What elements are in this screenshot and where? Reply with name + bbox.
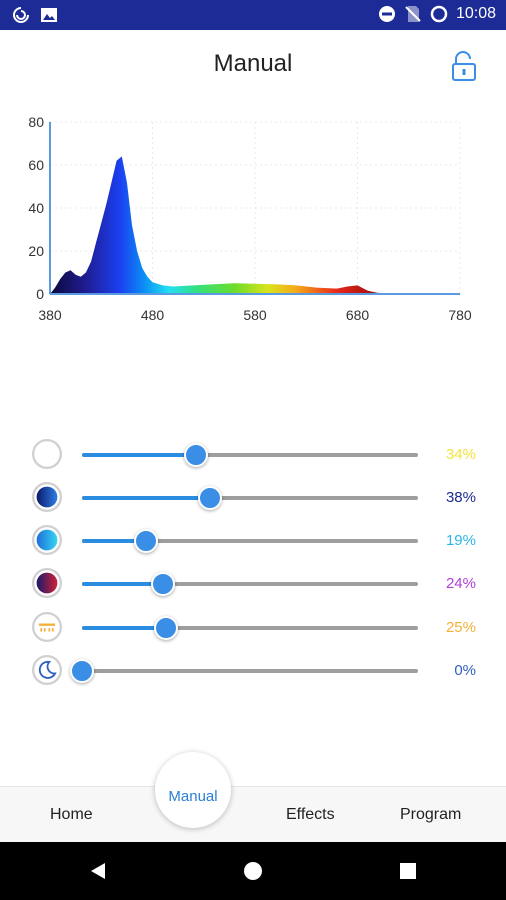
circle-icon — [430, 5, 448, 23]
slider-value-royal-blue: 38% — [445, 489, 476, 506]
slider-thumb-violet[interactable] — [150, 572, 175, 596]
x-tick-label: 580 — [243, 307, 267, 323]
back-icon[interactable] — [88, 861, 108, 881]
violet-channel-icon[interactable] — [32, 568, 62, 598]
warm-channel-icon[interactable] — [32, 612, 62, 642]
nav-manual-button[interactable]: Manual — [155, 752, 231, 828]
slider-track-white[interactable] — [82, 443, 418, 467]
x-tick-label: 780 — [448, 307, 472, 323]
slider-row-warm: 25% — [0, 608, 506, 648]
sync-icon — [13, 7, 29, 23]
slider-track-warm[interactable] — [82, 616, 418, 640]
nav-program[interactable]: Program — [400, 806, 462, 823]
unlock-icon[interactable] — [450, 50, 478, 82]
y-tick-label: 0 — [36, 286, 44, 302]
slider-row-cyan: 19% — [0, 521, 506, 561]
slider-thumb-royal-blue[interactable] — [197, 486, 222, 510]
slider-track-moon[interactable] — [70, 659, 418, 683]
slider-fill — [82, 626, 166, 630]
slider-track-cyan[interactable] — [82, 529, 418, 553]
slider-row-moon: 0% — [0, 651, 506, 691]
royal-blue-channel-icon[interactable] — [32, 482, 62, 512]
slider-value-white: 34% — [445, 446, 476, 463]
nav-home[interactable]: Home — [50, 806, 93, 823]
slider-value-violet: 24% — [445, 575, 476, 592]
x-tick-label: 680 — [346, 307, 370, 323]
home-icon[interactable] — [243, 861, 263, 881]
slider-fill — [82, 453, 197, 457]
slider-fill — [82, 582, 163, 586]
cyan-channel-icon[interactable] — [32, 525, 62, 555]
slider-fill — [82, 496, 210, 500]
x-tick-label: 480 — [141, 307, 165, 323]
slider-thumb-cyan[interactable] — [133, 529, 158, 553]
status-time: 10:08 — [455, 5, 496, 22]
image-icon — [41, 8, 57, 22]
y-tick-label: 60 — [28, 157, 44, 173]
no-sim-icon — [405, 6, 421, 22]
y-tick-labels: 0 20 40 60 80 — [28, 114, 44, 302]
spectrum-chart: 0 20 40 60 80 380 480 580 680 780 — [28, 114, 472, 323]
slider-row-violet: 24% — [0, 564, 506, 604]
status-bar: 10:08 — [0, 0, 506, 30]
x-tick-labels: 380 480 580 680 780 — [38, 307, 472, 323]
do-not-disturb-icon — [378, 6, 395, 22]
slider-row-royal-blue: 38% — [0, 478, 506, 518]
slider-value-moon: 0% — [454, 662, 476, 679]
slider-value-cyan: 19% — [445, 532, 476, 549]
slider-track-royal-blue[interactable] — [82, 486, 418, 510]
slider-thumb-moon[interactable] — [70, 659, 94, 683]
slider-value-warm: 25% — [445, 619, 476, 636]
slider-fill — [82, 539, 146, 543]
nav-manual-label: Manual — [168, 788, 218, 805]
recents-icon[interactable] — [399, 862, 417, 880]
y-tick-label: 20 — [28, 243, 44, 259]
slider-track-violet[interactable] — [82, 572, 418, 596]
y-tick-label: 40 — [28, 200, 44, 216]
y-tick-label: 80 — [28, 114, 44, 130]
slider-row-white: 34% — [0, 435, 506, 475]
slider-thumb-warm[interactable] — [154, 616, 178, 640]
system-nav-bar — [0, 842, 506, 900]
bottom-nav: Home Effects Program — [0, 786, 506, 843]
moon-icon[interactable] — [32, 655, 62, 685]
x-tick-label: 380 — [38, 307, 62, 323]
slider-thumb-white[interactable] — [184, 443, 209, 467]
spectrum-area — [50, 156, 460, 294]
white-channel-icon[interactable] — [32, 439, 62, 469]
page-title: Manual — [213, 50, 293, 77]
nav-effects[interactable]: Effects — [286, 806, 335, 823]
